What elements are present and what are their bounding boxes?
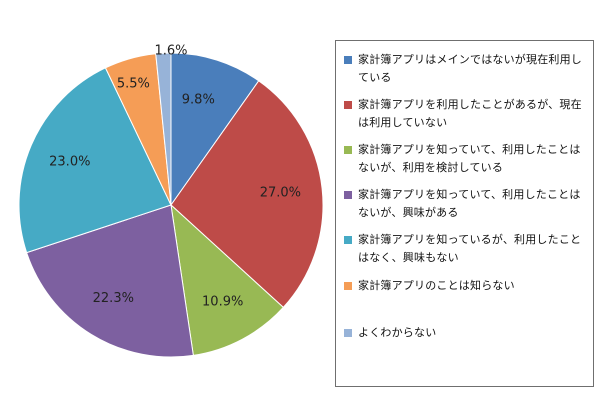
pie-data-label-6: 1.6%	[154, 44, 187, 59]
legend-swatch-5	[344, 282, 352, 290]
legend-item-4: 家計簿アプリを知っているが、利用したことはなく、興味もない	[344, 231, 589, 267]
legend-label-5: 家計簿アプリのことは知らない	[358, 279, 515, 292]
legend-swatch-1	[344, 101, 352, 109]
legend-label-4: 家計簿アプリを知っているが、利用したことはなく、興味もない	[358, 233, 582, 264]
pie-slice-2	[170, 203, 285, 356]
legend-swatch-3	[344, 191, 352, 199]
pie-slices	[18, 52, 324, 358]
legend-item-0: 家計簿アプリはメインではないが現在利用している	[344, 51, 589, 87]
legend-label-1: 家計簿アプリを利用したことがあるが、現在は利用していない	[358, 98, 582, 129]
pie-slice-3	[26, 204, 194, 358]
pie-slice-0	[170, 52, 260, 207]
pie-data-label-4: 23.0%	[49, 154, 90, 169]
pie-data-labels: 9.8% 27.0% 10.9% 22.3% 23.0% 5.5% 1.6%	[49, 44, 301, 310]
pie-slice-6	[155, 52, 172, 206]
legend-item-1: 家計簿アプリを利用したことがあるが、現在は利用していない	[344, 96, 589, 132]
pie-slice-4	[18, 67, 172, 254]
pie-data-label-2: 10.9%	[202, 295, 243, 310]
legend-item-5: 家計簿アプリのことは知らない	[344, 277, 589, 295]
legend-label-3: 家計簿アプリを知っていて、利用したことはないが、興味がある	[358, 188, 581, 219]
legend: 家計簿アプリはメインではないが現在利用している 家計簿アプリを利用したことがある…	[335, 40, 594, 387]
legend-label-6: よくわからない	[358, 326, 437, 339]
legend-item-6: よくわからない	[344, 324, 589, 342]
legend-swatch-0	[344, 56, 352, 64]
pie-data-label-5: 5.5%	[117, 76, 150, 91]
legend-item-2: 家計簿アプリを知っていて、利用したことはないが、利用を検討している	[344, 141, 589, 177]
legend-label-0: 家計簿アプリはメインではないが現在利用している	[358, 53, 582, 84]
legend-item-3: 家計簿アプリを知っていて、利用したことはないが、興味がある	[344, 186, 589, 222]
legend-label-2: 家計簿アプリを知っていて、利用したことはないが、利用を検討している	[358, 143, 581, 174]
legend-swatch-2	[344, 146, 352, 154]
pie-data-label-0: 9.8%	[182, 93, 215, 108]
legend-swatch-4	[344, 236, 352, 244]
pie-data-label-1: 27.0%	[260, 186, 301, 201]
legend-swatch-6	[344, 329, 352, 337]
pie-slice-1	[170, 80, 324, 309]
pie-data-label-3: 22.3%	[93, 291, 134, 306]
